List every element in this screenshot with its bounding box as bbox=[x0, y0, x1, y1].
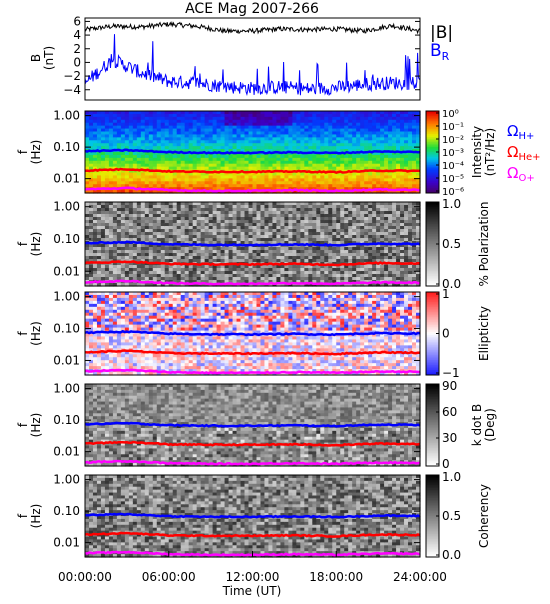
intensity-colorbar: 10⁰10⁻¹10⁻²10⁻³10⁻⁴10⁻⁵10⁻⁶Intensity(nT²… bbox=[426, 109, 497, 198]
chart-title: ACE Mag 2007-266 bbox=[185, 1, 319, 17]
field-ytick-label: −2 bbox=[63, 69, 81, 83]
bmag-line bbox=[85, 22, 420, 33]
colorbar-tick-label: 0.5 bbox=[442, 237, 461, 251]
polarization-colorbar: 1.00.50.0% Polarization bbox=[426, 197, 491, 291]
intensity-yunits: (Hz) bbox=[29, 140, 43, 165]
field-ytick-label: −4 bbox=[63, 83, 81, 97]
field-traces bbox=[85, 22, 420, 95]
legend-br: BR bbox=[430, 41, 450, 63]
colorbar-tick-label: 10⁻⁴ bbox=[442, 161, 464, 172]
colorbar-tick-label: 10⁻⁵ bbox=[442, 174, 464, 185]
polarization-colorbar-title: % Polarization bbox=[477, 202, 491, 287]
legend-bmag: |B| bbox=[430, 23, 453, 43]
colorbar-tick-label: 10⁰ bbox=[442, 109, 459, 120]
intensity-colorbar-title: Intensity bbox=[470, 126, 484, 178]
colorbar-tick-label: 10⁻² bbox=[442, 135, 464, 146]
br-line bbox=[85, 34, 420, 95]
field-ytick-label: 4 bbox=[73, 28, 81, 42]
field-ylabel: B bbox=[29, 54, 43, 62]
colorbar-tick-label: 1.0 bbox=[442, 197, 461, 211]
panel-intensity: 1.00 0.10 0.01 f(Hz) 10⁰ 10⁻¹ 10⁻² 10⁻³ 10⁻⁴ 10⁻⁵… bbox=[16, 109, 497, 198]
field-ytick-label: 2 bbox=[73, 42, 81, 56]
legend-br-sub: R bbox=[442, 50, 450, 63]
colorbar-tick-label: 10⁻¹ bbox=[442, 122, 464, 133]
panel-polarization: 1.000.100.01f(Hz)1.00.50.0% Polarization bbox=[16, 197, 491, 291]
polarization-ylabel: f bbox=[16, 241, 30, 246]
freq-tick-label: 0.10 bbox=[53, 232, 80, 246]
spectral-panels: 1.000.100.01f(Hz)10⁰10⁻¹10⁻²10⁻³10⁻⁴10⁻⁵… bbox=[16, 109, 497, 562]
colorbar-tick-label: 10⁻³ bbox=[442, 148, 464, 159]
freq-tick-label: 0.01 bbox=[53, 172, 80, 186]
freq-tick-label: 0.01 bbox=[53, 264, 80, 278]
polarization-yunits: (Hz) bbox=[29, 232, 43, 257]
freq-tick-label: 1.00 bbox=[53, 109, 80, 123]
legend-br-main: B bbox=[430, 41, 442, 61]
intensity-ylabel: f bbox=[16, 149, 30, 154]
field-yunits: (nT) bbox=[42, 46, 56, 70]
intensity-colorbar-units: (nT²/Hz) bbox=[483, 128, 497, 176]
field-ytick-label: 6 bbox=[73, 14, 81, 28]
field-ytick-label: 0 bbox=[73, 55, 81, 69]
freq-tick-label: 0.10 bbox=[53, 140, 80, 154]
freq-tick-label: 1.00 bbox=[53, 200, 80, 214]
